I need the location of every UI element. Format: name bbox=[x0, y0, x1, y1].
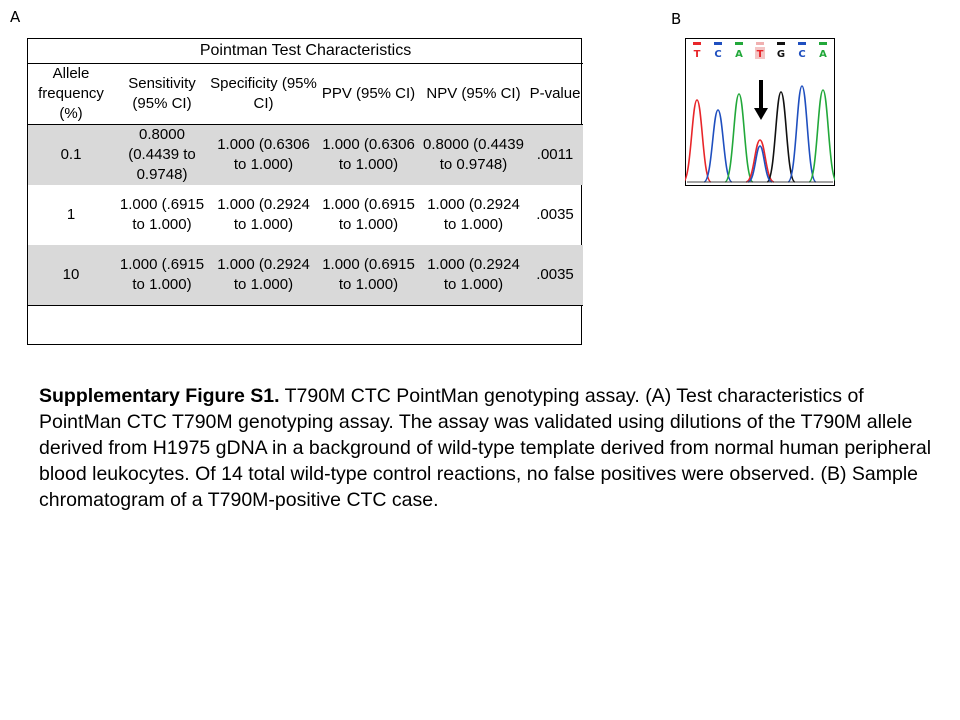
caption-title: Supplementary Figure S1. bbox=[39, 385, 280, 407]
cell-sensitivity: 0.8000 (0.4439 to 0.9748) bbox=[114, 124, 210, 185]
cell-specificity: 1.000 (0.2924 to 1.000) bbox=[210, 245, 317, 306]
cell-allele: 10 bbox=[28, 245, 114, 306]
quality-bar bbox=[798, 42, 806, 45]
quality-bar bbox=[735, 42, 743, 45]
base-call-c: C bbox=[714, 49, 721, 60]
panel-b-label: B bbox=[671, 10, 682, 28]
cell-p-value: .0035 bbox=[527, 245, 584, 306]
cell-npv: 1.000 (0.2924 to 1.000) bbox=[427, 196, 520, 233]
mutation-highlight bbox=[755, 47, 765, 59]
base-call-g: G bbox=[777, 49, 785, 60]
header-ppv: PPV (95% CI) bbox=[317, 63, 420, 125]
cell-allele: 1 bbox=[66, 206, 76, 223]
trace-peak bbox=[703, 109, 733, 183]
base-call-t: T bbox=[694, 49, 701, 60]
base-call-a: A bbox=[819, 49, 827, 60]
figure-caption: Supplementary Figure S1. T790M CTC Point… bbox=[39, 383, 944, 513]
header-sensitivity: Sensitivity (95% CI) bbox=[114, 63, 210, 125]
trace-peak bbox=[685, 99, 712, 183]
cell-allele: 0.1 bbox=[28, 124, 114, 185]
trace-peak bbox=[724, 93, 754, 183]
table-row: 0.1 0.8000 (0.4439 to 0.9748) 1.000 (0.6… bbox=[28, 124, 584, 185]
cell-specificity: 1.000 (0.2924 to 1.000) bbox=[217, 196, 310, 233]
base-call-a: A bbox=[735, 49, 743, 60]
cell-specificity: 1.000 (0.6306 to 1.000) bbox=[210, 124, 317, 185]
down-arrow-icon bbox=[754, 80, 768, 120]
empty-cell bbox=[28, 305, 584, 344]
trace-peak bbox=[766, 91, 796, 183]
trace-peak bbox=[745, 139, 775, 183]
cell-sensitivity: 1.000 (.6915 to 1.000) bbox=[114, 245, 210, 306]
header-allele-frequency: Allele frequency (%) bbox=[28, 63, 114, 125]
cell-npv: 0.8000 (0.4439 to 0.9748) bbox=[420, 124, 527, 185]
table-empty-row bbox=[28, 305, 584, 344]
quality-bar bbox=[777, 42, 785, 45]
cell-p-value: .0035 bbox=[536, 206, 574, 223]
cell-ppv: 1.000 (0.6306 to 1.000) bbox=[317, 124, 420, 185]
quality-bar bbox=[693, 42, 701, 45]
quality-bar bbox=[756, 42, 764, 45]
cell-ppv: 1.000 (0.6915 to 1.000) bbox=[322, 196, 415, 233]
trace-peak bbox=[808, 89, 835, 183]
table-row: 1 1.000 (.6915 to 1.000) 1.000 (0.2924 t… bbox=[28, 185, 583, 245]
header-p-value: P-value bbox=[527, 63, 584, 125]
panel-a-label: A bbox=[10, 8, 21, 26]
quality-bar bbox=[819, 42, 827, 45]
trace-peak-secondary bbox=[747, 145, 773, 183]
cell-sensitivity: 1.000 (.6915 to 1.000) bbox=[119, 196, 205, 233]
header-specificity: Specificity (95% CI) bbox=[210, 63, 317, 125]
cell-npv: 1.000 (0.2924 to 1.000) bbox=[420, 245, 527, 306]
cell-ppv: 1.000 (0.6915 to 1.000) bbox=[317, 245, 420, 306]
base-call-t: T bbox=[757, 49, 764, 60]
chromatogram-traces bbox=[685, 85, 835, 183]
quality-bar bbox=[714, 42, 722, 45]
table-row: 10 1.000 (.6915 to 1.000) 1.000 (0.2924 … bbox=[28, 245, 584, 306]
test-characteristics-table: Pointman Test Characteristics Allele fre… bbox=[27, 38, 584, 345]
cell-p-value: .0011 bbox=[527, 124, 584, 185]
base-call-c: C bbox=[798, 49, 805, 60]
caption-text: T790M CTC PointMan genotyping assay. (A)… bbox=[39, 385, 932, 511]
trace-peak bbox=[787, 85, 817, 183]
header-npv: NPV (95% CI) bbox=[420, 63, 527, 125]
table-title: Pointman Test Characteristics bbox=[28, 39, 584, 64]
